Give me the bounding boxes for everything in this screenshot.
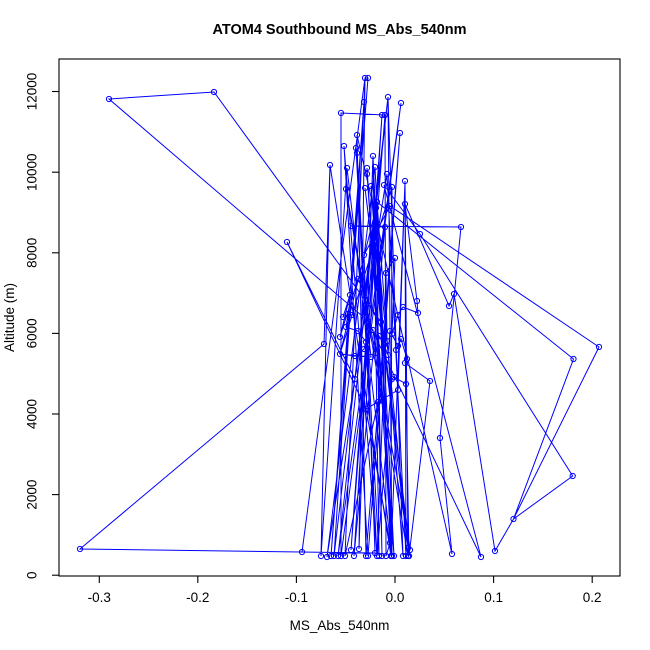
- svg-text:12000: 12000: [25, 73, 40, 111]
- svg-text:-0.2: -0.2: [186, 590, 209, 605]
- svg-text:-0.3: -0.3: [88, 590, 111, 605]
- svg-text:0.0: 0.0: [386, 590, 405, 605]
- svg-text:0: 0: [25, 571, 40, 579]
- svg-text:-0.1: -0.1: [285, 590, 308, 605]
- svg-text:0.1: 0.1: [484, 590, 503, 605]
- svg-text:ATOM4 Southbound MS_Abs_540nm: ATOM4 Southbound MS_Abs_540nm: [212, 22, 466, 38]
- svg-text:MS_Abs_540nm: MS_Abs_540nm: [290, 618, 390, 633]
- svg-text:Altitude (m): Altitude (m): [2, 283, 17, 352]
- svg-text:10000: 10000: [25, 153, 40, 191]
- svg-text:0.2: 0.2: [583, 590, 602, 605]
- svg-text:6000: 6000: [25, 318, 40, 348]
- svg-text:2000: 2000: [25, 480, 40, 510]
- svg-text:4000: 4000: [25, 399, 40, 429]
- svg-text:8000: 8000: [25, 238, 40, 268]
